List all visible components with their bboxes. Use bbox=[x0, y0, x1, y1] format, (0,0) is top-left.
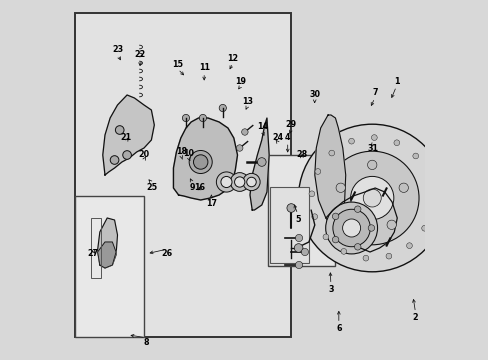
Circle shape bbox=[332, 237, 338, 243]
Text: 12: 12 bbox=[227, 54, 238, 63]
Bar bbox=[269, 187, 309, 263]
Circle shape bbox=[393, 140, 399, 146]
Text: 7: 7 bbox=[371, 88, 377, 97]
Text: 16: 16 bbox=[194, 184, 204, 192]
Circle shape bbox=[348, 138, 354, 144]
Circle shape bbox=[332, 209, 369, 247]
Circle shape bbox=[295, 234, 302, 242]
Text: 3: 3 bbox=[327, 285, 333, 294]
Text: 11: 11 bbox=[198, 63, 209, 72]
Bar bbox=[267, 155, 334, 266]
Circle shape bbox=[241, 129, 247, 135]
Circle shape bbox=[323, 234, 328, 240]
Circle shape bbox=[406, 243, 411, 248]
Circle shape bbox=[115, 126, 124, 134]
Text: 23: 23 bbox=[112, 45, 123, 54]
Text: 30: 30 bbox=[308, 90, 320, 99]
Circle shape bbox=[350, 176, 393, 220]
Circle shape bbox=[243, 174, 260, 191]
Circle shape bbox=[216, 172, 236, 192]
Text: 13: 13 bbox=[242, 97, 252, 106]
Polygon shape bbox=[173, 118, 237, 200]
Text: 8: 8 bbox=[143, 338, 148, 347]
Circle shape bbox=[314, 168, 320, 174]
Circle shape bbox=[332, 213, 338, 220]
Circle shape bbox=[428, 203, 434, 209]
Circle shape bbox=[246, 177, 256, 187]
Text: 28: 28 bbox=[296, 150, 307, 158]
Circle shape bbox=[354, 244, 360, 250]
Bar bbox=[75, 196, 143, 337]
Circle shape bbox=[425, 172, 430, 178]
Circle shape bbox=[236, 145, 243, 151]
Polygon shape bbox=[98, 218, 117, 268]
Circle shape bbox=[189, 150, 212, 174]
Polygon shape bbox=[102, 95, 154, 175]
Circle shape bbox=[294, 244, 302, 252]
Circle shape bbox=[325, 151, 418, 245]
Circle shape bbox=[301, 248, 308, 256]
Circle shape bbox=[219, 104, 226, 112]
Circle shape bbox=[122, 151, 131, 159]
Circle shape bbox=[193, 155, 207, 169]
Circle shape bbox=[429, 195, 435, 201]
Text: 9: 9 bbox=[189, 184, 195, 192]
Text: 20: 20 bbox=[139, 150, 150, 158]
Text: 25: 25 bbox=[146, 184, 157, 192]
Text: 15: 15 bbox=[172, 60, 183, 69]
Circle shape bbox=[367, 225, 374, 231]
Circle shape bbox=[182, 114, 189, 122]
Circle shape bbox=[308, 191, 314, 197]
Text: 26: 26 bbox=[161, 249, 172, 258]
Text: 31: 31 bbox=[367, 144, 378, 153]
Circle shape bbox=[257, 158, 265, 166]
Circle shape bbox=[367, 160, 376, 170]
Text: 27: 27 bbox=[87, 249, 98, 258]
Circle shape bbox=[412, 153, 418, 159]
Circle shape bbox=[325, 202, 377, 254]
Text: 18: 18 bbox=[176, 148, 187, 156]
Circle shape bbox=[298, 124, 445, 272]
Circle shape bbox=[421, 225, 427, 231]
Circle shape bbox=[347, 220, 357, 229]
Circle shape bbox=[363, 189, 381, 207]
Circle shape bbox=[340, 248, 346, 254]
Circle shape bbox=[342, 219, 360, 237]
Text: 14: 14 bbox=[257, 122, 267, 131]
Circle shape bbox=[371, 135, 376, 140]
Circle shape bbox=[385, 253, 391, 259]
Polygon shape bbox=[314, 115, 345, 230]
Polygon shape bbox=[249, 118, 268, 210]
Circle shape bbox=[335, 183, 345, 193]
Circle shape bbox=[354, 206, 360, 212]
Text: 6: 6 bbox=[335, 324, 341, 333]
Text: 21: 21 bbox=[120, 133, 131, 142]
Circle shape bbox=[110, 156, 119, 164]
Circle shape bbox=[199, 114, 206, 122]
Text: 4: 4 bbox=[285, 133, 290, 142]
Circle shape bbox=[398, 183, 407, 193]
Circle shape bbox=[221, 176, 231, 188]
Circle shape bbox=[386, 220, 396, 229]
Text: 2: 2 bbox=[412, 313, 417, 322]
Circle shape bbox=[230, 173, 248, 192]
Text: 24: 24 bbox=[271, 133, 283, 142]
Bar bbox=[75, 13, 291, 337]
Circle shape bbox=[286, 204, 295, 212]
Circle shape bbox=[234, 177, 244, 187]
Circle shape bbox=[311, 214, 317, 220]
Circle shape bbox=[362, 255, 368, 261]
Text: 1: 1 bbox=[393, 77, 398, 85]
Circle shape bbox=[328, 150, 334, 156]
Bar bbox=[91, 218, 101, 278]
Circle shape bbox=[295, 261, 302, 269]
Text: 10: 10 bbox=[183, 149, 194, 158]
Text: 29: 29 bbox=[285, 120, 296, 129]
Polygon shape bbox=[98, 242, 116, 268]
Text: 5: 5 bbox=[294, 215, 300, 224]
Text: 17: 17 bbox=[205, 199, 217, 208]
Text: 19: 19 bbox=[235, 77, 246, 85]
Text: 22: 22 bbox=[134, 50, 145, 59]
